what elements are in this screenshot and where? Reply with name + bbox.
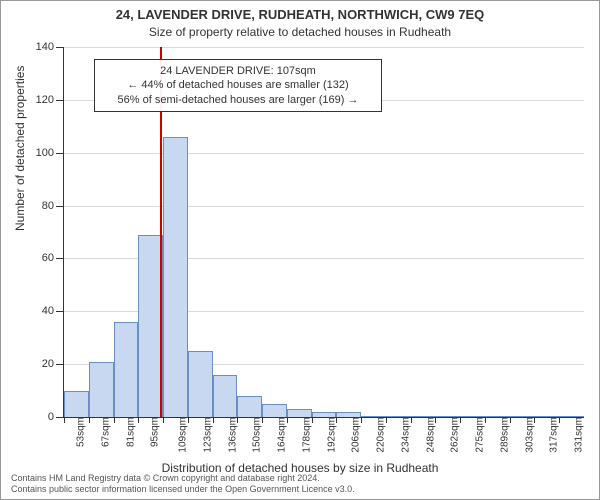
x-tick-label: 289sqm [495,417,510,453]
x-tick [411,417,412,423]
credits-line1: Contains HM Land Registry data © Crown c… [11,473,355,484]
y-tick-label: 140 [36,41,64,53]
histogram-bar [237,396,262,417]
figure-title: 24, LAVENDER DRIVE, RUDHEATH, NORTHWICH,… [1,7,599,22]
x-tick [460,417,461,423]
x-tick [163,417,164,423]
info-box-line: ← 44% of detached houses are smaller (13… [103,78,373,92]
figure-container: 24, LAVENDER DRIVE, RUDHEATH, NORTHWICH,… [0,0,600,500]
x-tick [188,417,189,423]
credits: Contains HM Land Registry data © Crown c… [11,473,355,495]
x-tick [386,417,387,423]
x-tick-label: 150sqm [248,417,263,453]
x-tick-label: 220sqm [371,417,386,453]
x-tick-label: 303sqm [520,417,535,453]
x-tick [262,417,263,423]
x-tick [114,417,115,423]
x-tick [435,417,436,423]
x-tick [534,417,535,423]
histogram-bar [114,322,139,417]
gridline [64,153,584,154]
plot-inner: 02040608010012014053sqm67sqm81sqm95sqm10… [63,47,584,418]
y-tick-label: 20 [42,358,64,370]
gridline [64,47,584,48]
x-tick [312,417,313,423]
x-tick [237,417,238,423]
x-tick [287,417,288,423]
y-tick-label: 100 [36,147,64,159]
histogram-bar [213,375,238,417]
figure-subtitle: Size of property relative to detached ho… [1,25,599,39]
gridline [64,206,584,207]
x-tick-label: 123sqm [198,417,213,453]
histogram-bar [89,362,114,418]
histogram-bar [188,351,213,417]
credits-line2: Contains public sector information licen… [11,484,355,495]
histogram-bar [163,137,188,417]
x-tick-label: 331sqm [570,417,585,453]
y-tick-label: 0 [48,411,64,423]
x-tick-label: 81sqm [121,417,136,447]
histogram-bar [262,404,287,417]
x-tick [138,417,139,423]
x-tick-label: 206sqm [347,417,362,453]
y-axis-label: Number of detached properties [13,66,27,231]
x-tick [336,417,337,423]
info-box-line: 24 LAVENDER DRIVE: 107sqm [103,64,373,78]
x-tick-label: 53sqm [72,417,87,447]
x-tick [213,417,214,423]
histogram-bar [64,391,89,417]
x-tick [559,417,560,423]
x-tick [510,417,511,423]
x-tick-label: 67sqm [96,417,111,447]
x-tick-label: 248sqm [421,417,436,453]
x-tick-label: 192sqm [322,417,337,453]
y-tick-label: 80 [42,200,64,212]
histogram-bar [287,409,312,417]
x-tick [361,417,362,423]
y-tick-label: 60 [42,252,64,264]
y-tick-label: 120 [36,94,64,106]
x-tick [485,417,486,423]
x-tick-label: 136sqm [223,417,238,453]
info-box: 24 LAVENDER DRIVE: 107sqm← 44% of detach… [94,59,382,112]
x-tick-label: 164sqm [272,417,287,453]
x-tick [64,417,65,423]
x-tick [89,417,90,423]
plot-area: 02040608010012014053sqm67sqm81sqm95sqm10… [63,47,583,417]
info-box-line: 56% of semi-detached houses are larger (… [103,93,373,107]
y-tick-label: 40 [42,305,64,317]
x-tick-label: 95sqm [146,417,161,447]
x-tick-label: 234sqm [396,417,411,453]
x-tick-label: 109sqm [173,417,188,453]
x-tick-label: 317sqm [545,417,560,453]
x-tick-label: 262sqm [446,417,461,453]
x-tick-label: 275sqm [470,417,485,453]
x-tick-label: 178sqm [297,417,312,453]
